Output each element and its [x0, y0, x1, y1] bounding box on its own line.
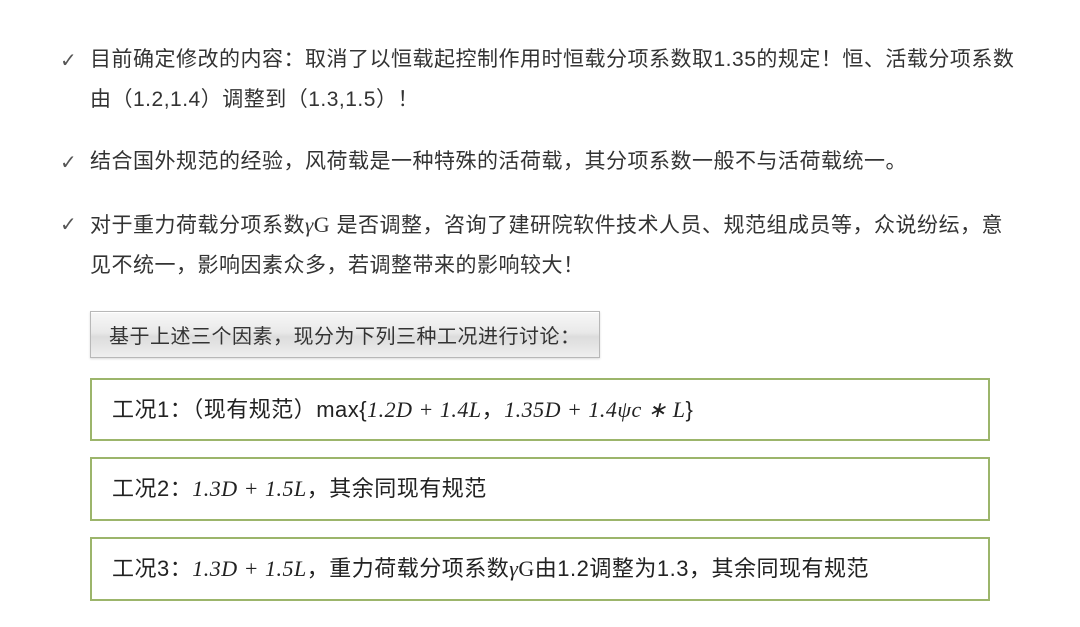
case-label: 工况1：（现有规范）max{: [112, 397, 367, 422]
gamma-subscript: G: [518, 556, 534, 581]
bullet-text-pre: 对于重力荷载分项系数: [90, 214, 305, 237]
case-box-2: 工况2：1.3D + 1.5L，其余同现有规范: [90, 457, 990, 521]
bullet-text: 对于重力荷载分项系数γG 是否调整，咨询了建研院软件技术人员、规范组成员等，众说…: [90, 204, 1020, 286]
case-close: }: [685, 397, 693, 422]
check-icon: ✓: [60, 40, 90, 80]
case-math: 1.35D + 1.4ψc ∗ L: [504, 397, 685, 422]
case-tail: 由1.2调整为1.3，其余同现有规范: [535, 556, 869, 581]
case-sep: ，: [482, 397, 505, 422]
summary-box: 基于上述三个因素，现分为下列三种工况进行讨论：: [90, 311, 600, 358]
case-tail: ，其余同现有规范: [307, 476, 487, 501]
bullet-item: ✓ 目前确定修改的内容：取消了以恒载起控制作用时恒载分项系数取1.35的规定！恒…: [60, 40, 1020, 120]
bullet-text: 目前确定修改的内容：取消了以恒载起控制作用时恒载分项系数取1.35的规定！恒、活…: [90, 40, 1020, 120]
check-icon: ✓: [60, 142, 90, 182]
case-math: 1.3D + 1.5L: [192, 476, 306, 501]
gamma-symbol: γ: [305, 213, 314, 237]
bullet-item: ✓ 对于重力荷载分项系数γG 是否调整，咨询了建研院软件技术人员、规范组成员等，…: [60, 204, 1020, 286]
case-label: 工况3：: [112, 556, 192, 581]
gamma-subscript: G: [314, 212, 330, 237]
case-box-3: 工况3：1.3D + 1.5L，重力荷载分项系数γG由1.2调整为1.3，其余同…: [90, 537, 990, 601]
presentation-slide: ✓ 目前确定修改的内容：取消了以恒载起控制作用时恒载分项系数取1.35的规定！恒…: [0, 0, 1080, 627]
case-label: 工况2：: [112, 476, 192, 501]
case-math: 1.2D + 1.4L: [367, 397, 481, 422]
case-math: 1.3D + 1.5L: [192, 556, 306, 581]
check-icon: ✓: [60, 204, 90, 244]
bullet-text: 结合国外规范的经验，风荷载是一种特殊的活荷载，其分项系数一般不与活荷载统一。: [90, 142, 1020, 182]
case-mid: ，重力荷载分项系数: [307, 556, 510, 581]
bullet-list: ✓ 目前确定修改的内容：取消了以恒载起控制作用时恒载分项系数取1.35的规定！恒…: [60, 40, 1020, 286]
bullet-item: ✓ 结合国外规范的经验，风荷载是一种特殊的活荷载，其分项系数一般不与活荷载统一。: [60, 142, 1020, 182]
case-box-1: 工况1：（现有规范）max{1.2D + 1.4L，1.35D + 1.4ψc …: [90, 378, 990, 442]
